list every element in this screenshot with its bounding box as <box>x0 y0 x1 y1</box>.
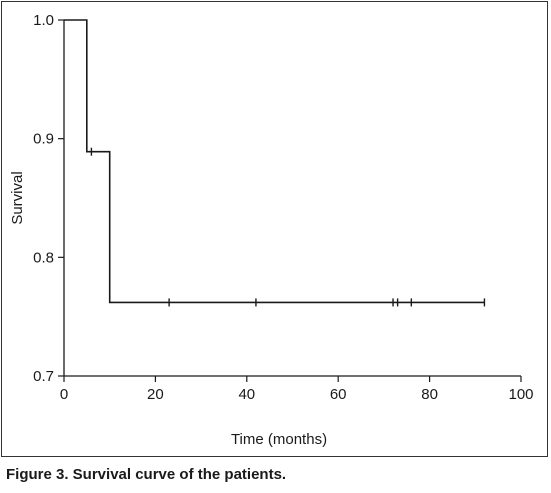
x-tick-label: 100 <box>508 386 533 403</box>
ticks: 0 20 40 60 80 100 0.7 0.8 0.9 1.0 <box>33 12 533 403</box>
axes <box>63 20 521 377</box>
survival-step-line <box>64 19 485 304</box>
x-tick-label: 60 <box>330 386 347 403</box>
figure-frame <box>1 1 548 457</box>
censor-marks <box>90 147 486 307</box>
survival-curve <box>64 19 485 304</box>
survival-chart: 0 20 40 60 80 100 0.7 0.8 0.9 1.0 Time (months) S… <box>9 12 534 448</box>
x-tick-label: 0 <box>60 386 68 403</box>
figure-caption: Figure 3. Survival curve of the patients… <box>6 466 287 483</box>
y-axis-title: Survival <box>9 171 26 224</box>
x-tick-label: 20 <box>147 386 164 403</box>
y-tick-label: 0.9 <box>33 131 54 148</box>
y-tick-label: 0.7 <box>33 368 54 385</box>
x-axis-title: Time (months) <box>231 431 327 448</box>
x-tick-label: 80 <box>421 386 438 403</box>
y-tick-label: 0.8 <box>33 249 54 266</box>
x-tick-label: 40 <box>238 386 255 403</box>
y-tick-label: 1.0 <box>33 12 54 29</box>
